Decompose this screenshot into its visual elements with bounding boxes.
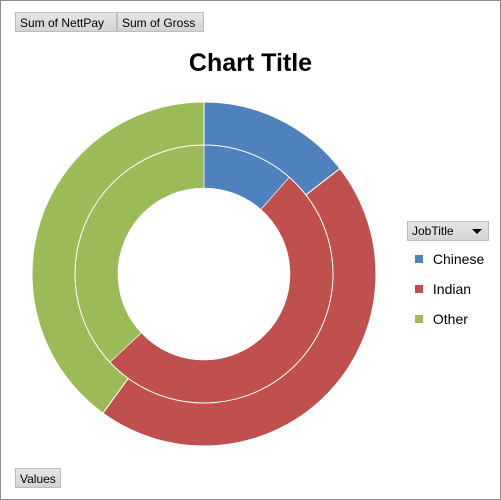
legend-item-other[interactable]: Other xyxy=(415,310,468,328)
legend-label-indian: Indian xyxy=(432,281,472,297)
legend-item-indian[interactable]: Indian xyxy=(415,280,471,298)
legend-label-chinese: Chinese xyxy=(432,251,485,267)
legend-swatch-other xyxy=(415,315,423,324)
legend-label-other: Other xyxy=(432,311,468,327)
sum-of-gross-field-button[interactable]: Sum of Gross xyxy=(117,12,204,32)
jobtitle-filter-label: JobTitle xyxy=(412,224,454,238)
chart-title[interactable]: Chart Title xyxy=(188,49,313,77)
legend-swatch-indian xyxy=(415,285,423,294)
legend-swatch-chinese xyxy=(415,255,423,264)
jobtitle-filter-button[interactable]: JobTitle xyxy=(407,221,489,241)
ring-segment-gross-other[interactable] xyxy=(31,101,205,414)
legend-item-chinese[interactable]: Chinese xyxy=(415,250,484,268)
values-field-button[interactable]: Values xyxy=(15,468,61,488)
sum-of-nettpay-field-button[interactable]: Sum of NettPay xyxy=(15,12,117,32)
ring-segment-gross-indian[interactable] xyxy=(102,167,377,447)
dropdown-arrow-icon xyxy=(472,229,482,234)
